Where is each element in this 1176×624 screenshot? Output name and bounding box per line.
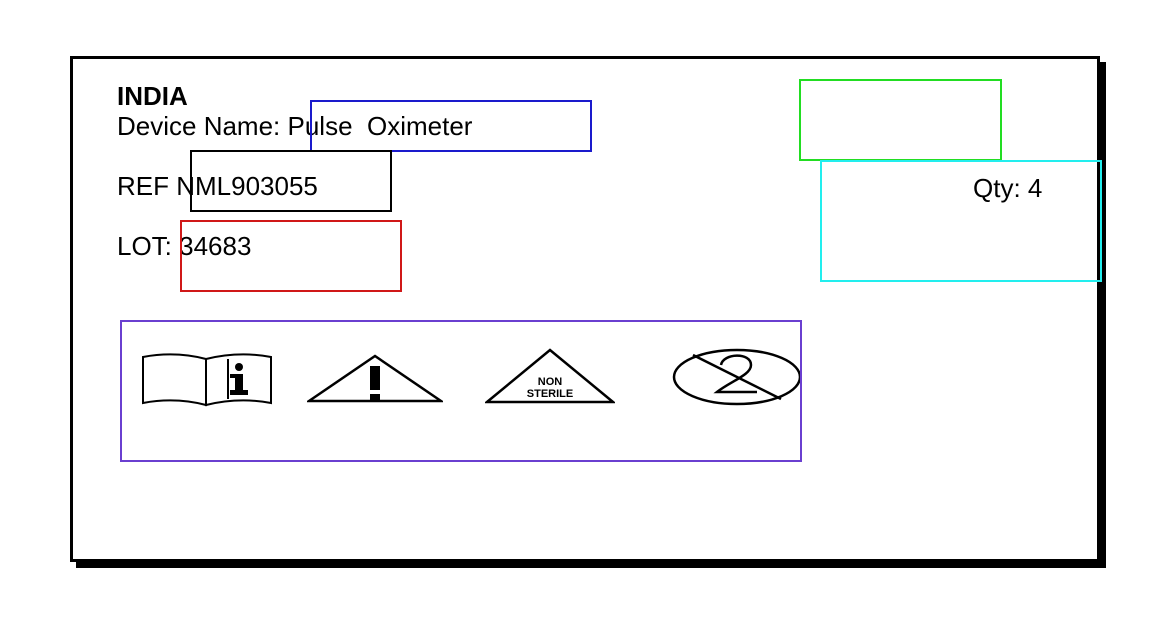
ref-highlight — [190, 150, 392, 212]
ref-text: REF NML903055 — [117, 171, 318, 201]
blank-top-right-highlight — [799, 79, 1002, 161]
non-sterile-line2: STERILE — [527, 388, 573, 400]
qty-text: Qty: 4 — [973, 173, 1043, 203]
lot-highlight — [180, 220, 402, 292]
non-sterile-icon: NON STERILE — [485, 348, 615, 404]
country-text: INDIA — [117, 81, 188, 111]
device-label: INDIA Device Name: Pulse Oximeter REF NM… — [70, 56, 1100, 562]
qty-highlight — [820, 160, 1102, 282]
device-name-text: Device Name: Pulse Oximeter — [117, 111, 473, 141]
caution-icon — [307, 354, 443, 403]
device-name-highlight — [310, 100, 592, 152]
symbols-row: NON STERILE — [121, 321, 805, 463]
symbols-highlight — [120, 320, 802, 462]
consult-instructions-icon — [142, 353, 272, 407]
lot-text: LOT: 34683 — [117, 231, 252, 261]
non-sterile-line1: NON — [538, 376, 563, 388]
